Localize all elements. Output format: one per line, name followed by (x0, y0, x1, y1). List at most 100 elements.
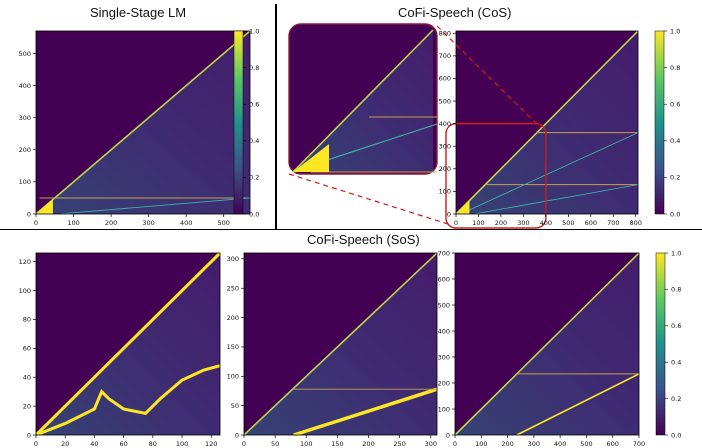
plot-frame (35, 252, 221, 436)
y-tick-label: 300 (19, 114, 31, 122)
colorbar (233, 30, 244, 215)
zoom-inset-early-block (293, 144, 329, 172)
colorbar-tick-label: 0.0 (670, 210, 680, 218)
colorbar-tick-label: 0.2 (670, 174, 680, 182)
x-tick-label: 800 (630, 219, 642, 227)
x-tick-label: 500 (562, 219, 574, 227)
y-tick-label: 0 (447, 210, 451, 218)
early-attention-block (36, 199, 53, 214)
x-tick-label: 400 (180, 219, 192, 227)
secondary-diagonal (473, 184, 639, 215)
y-tick-label: 250 (227, 285, 239, 293)
horizontal-divider (0, 229, 702, 230)
y-tick-label: 300 (438, 353, 450, 361)
y-tick-label: 300 (439, 143, 451, 151)
y-tick-label: 700 (439, 52, 451, 60)
y-tick-label: 50 (231, 402, 239, 410)
colorbar-tick-label: 1.0 (671, 249, 681, 257)
x-tick-label: 0 (242, 440, 246, 448)
y-tick-label: 700 (438, 249, 450, 257)
x-tick-label: 250 (393, 440, 405, 448)
y-tick-label: 500 (439, 97, 451, 105)
attention-diagonal (455, 30, 639, 215)
attention-diagonal (454, 252, 640, 436)
x-tick-label: 200 (362, 440, 374, 448)
x-tick-label: 500 (580, 440, 592, 448)
y-tick-label: 80 (23, 316, 31, 324)
x-tick-label: 50 (271, 440, 279, 448)
zoom-inset (288, 23, 438, 175)
x-tick-label: 100 (472, 219, 484, 227)
alignment-band (293, 387, 438, 437)
x-tick-label: 200 (495, 219, 507, 227)
x-tick-label: 500 (218, 219, 230, 227)
attention-diagonal (243, 252, 438, 436)
colorbar (655, 252, 666, 436)
y-tick-label: 100 (19, 178, 31, 186)
y-tick-label: 400 (438, 327, 450, 335)
colorbar-tick-label: 0.8 (670, 64, 680, 72)
x-tick-label: 150 (331, 440, 343, 448)
x-tick-label: 400 (540, 219, 552, 227)
x-tick-label: 120 (205, 440, 217, 448)
attention-diagonal (35, 30, 251, 215)
y-tick-label: 40 (23, 374, 31, 382)
x-tick-label: 100 (300, 440, 312, 448)
y-tick-label: 150 (227, 343, 239, 351)
x-tick-label: 100 (67, 219, 79, 227)
y-tick-label: 500 (438, 301, 450, 309)
colorbar-tick-label: 0.8 (671, 286, 681, 294)
chart-panel-2: 0 20 40 60 80 100 120 0 20 40 60 80 100 120 (19, 251, 222, 448)
x-tick-label: 0 (454, 219, 458, 227)
y-tick-label: 400 (439, 120, 451, 128)
y-tick-label: 100 (227, 373, 239, 381)
colorbar-tick-label: 0.6 (671, 322, 681, 330)
y-tick-label: 60 (23, 345, 31, 353)
x-tick-label: 200 (501, 440, 513, 448)
y-tick-label: 0 (27, 210, 31, 218)
zoom-connector (288, 173, 449, 225)
colorbar-tick-label: 0.4 (249, 137, 259, 145)
chart-panel-3: 0 50 100 150 200 250 300 0 50 100 150 200 250 300 (227, 252, 438, 448)
colorbar-tick-label: 0.2 (249, 174, 259, 182)
x-tick-label: 0 (34, 219, 38, 227)
y-tick-label: 600 (439, 75, 451, 83)
colorbar-tick-label: 0.6 (249, 101, 259, 109)
zoom-inset-diagonal (292, 29, 434, 173)
early-attention-block (456, 200, 470, 214)
x-tick-label: 80 (149, 440, 157, 448)
colorbar (654, 30, 665, 215)
x-tick-label: 200 (105, 219, 117, 227)
y-tick-label: 600 (438, 275, 450, 283)
zoom-region-box (445, 122, 547, 229)
x-tick-label: 700 (633, 440, 645, 448)
secondary-diagonal (460, 132, 639, 215)
x-tick-label: 400 (554, 440, 566, 448)
colorbar-tick-label: 0.2 (671, 395, 681, 403)
plot-frame (455, 30, 639, 215)
y-tick-label: 400 (19, 82, 31, 90)
x-tick-label: 300 (142, 219, 154, 227)
x-tick-label: 600 (607, 440, 619, 448)
plot-frame (243, 252, 438, 436)
x-tick-label: 100 (475, 440, 487, 448)
chart-panel-0: 0 100 200 300 400 500 0 100 200 300 400 500 0.0 0.2 0.… (19, 27, 260, 227)
colorbar-tick-label: 0.4 (670, 137, 680, 145)
zoom-inset-secondary-diagonal (308, 123, 438, 167)
zoom-connector (436, 25, 542, 129)
x-tick-label: 40 (90, 440, 98, 448)
alignment-band (35, 364, 221, 437)
y-tick-label: 0 (235, 431, 239, 439)
colorbar-tick-label: 0.6 (670, 101, 680, 109)
x-tick-label: 0 (453, 440, 457, 448)
colorbar-tick-label: 0.0 (671, 431, 681, 439)
y-tick-label: 200 (227, 314, 239, 322)
colorbar-tick-label: 0.8 (249, 64, 259, 72)
x-tick-label: 700 (607, 219, 619, 227)
x-tick-label: 20 (61, 440, 69, 448)
vertical-divider (275, 4, 277, 230)
y-tick-label: 0 (27, 431, 31, 439)
plot-frame (454, 252, 640, 436)
secondary-diagonal (58, 197, 251, 215)
alignment-band (516, 373, 640, 436)
